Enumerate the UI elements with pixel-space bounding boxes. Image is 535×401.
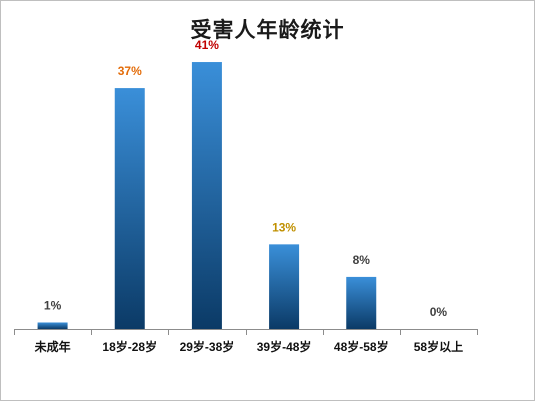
data-label-5: 8% [353,253,371,267]
x-tick-label-4: 39岁-48岁 [257,339,312,354]
data-label-6: 0% [430,305,448,319]
x-tick-label-5: 48岁-58岁 [334,339,389,354]
chart-title: 受害人年龄统计 [190,17,345,42]
data-label-2: 37% [118,64,142,78]
bar-3 [191,62,222,330]
bar-4 [269,244,300,329]
x-tick-label-1: 未成年 [34,339,71,354]
bar-2 [114,88,145,329]
x-tick-label-3: 29岁-38岁 [180,339,235,354]
bar-1 [37,322,68,329]
data-label-3: 41% [195,38,219,52]
x-tick-label-2: 18岁-28岁 [102,339,157,354]
data-label-1: 1% [44,298,62,312]
data-label-4: 13% [272,220,296,234]
x-tick-label-6: 58岁以上 [414,339,463,354]
bar-5 [346,276,377,329]
